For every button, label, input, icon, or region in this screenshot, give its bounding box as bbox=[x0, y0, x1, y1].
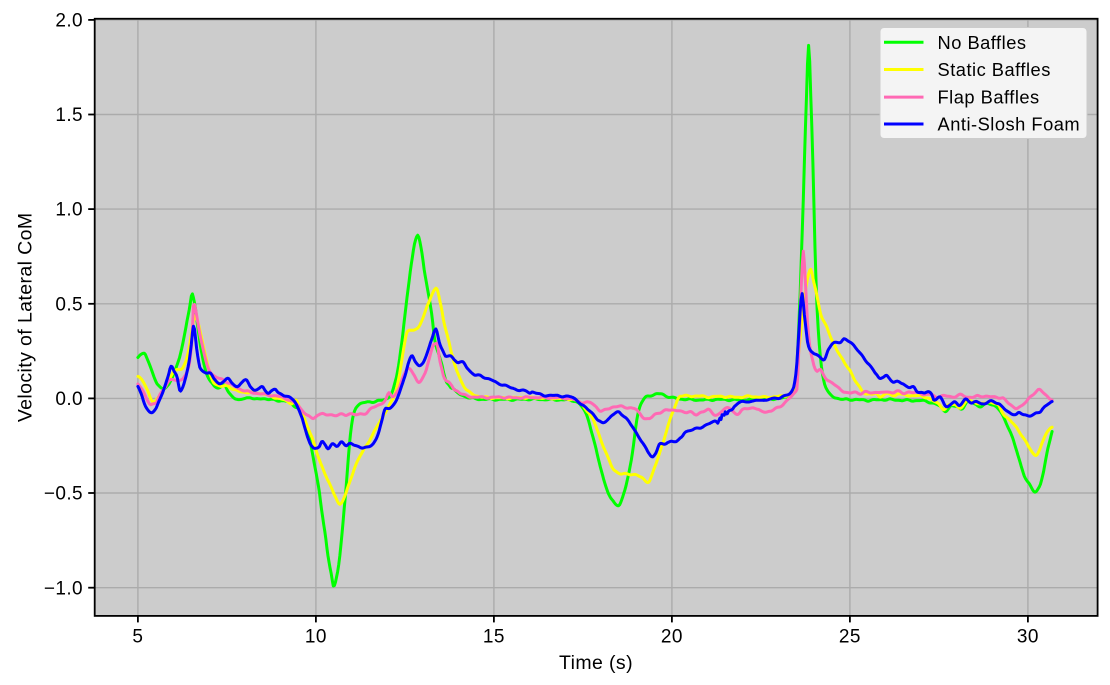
svg-text:25: 25 bbox=[839, 627, 861, 648]
svg-text:−1.0: −1.0 bbox=[44, 578, 83, 599]
svg-text:−0.5: −0.5 bbox=[44, 484, 83, 505]
svg-text:1.5: 1.5 bbox=[55, 105, 83, 126]
svg-text:10: 10 bbox=[305, 627, 327, 648]
svg-text:Velocity of Lateral CoM: Velocity of Lateral CoM bbox=[15, 212, 37, 422]
svg-text:15: 15 bbox=[483, 627, 505, 648]
svg-text:Static Baffles: Static Baffles bbox=[938, 59, 1051, 80]
svg-text:0.0: 0.0 bbox=[55, 389, 83, 410]
svg-text:5: 5 bbox=[132, 627, 143, 648]
svg-text:20: 20 bbox=[661, 627, 683, 648]
svg-text:Time (s): Time (s) bbox=[559, 652, 633, 674]
svg-text:0.5: 0.5 bbox=[55, 294, 83, 315]
svg-text:1.0: 1.0 bbox=[55, 200, 83, 221]
svg-text:No Baffles: No Baffles bbox=[938, 32, 1027, 53]
svg-text:Flap Baffles: Flap Baffles bbox=[938, 87, 1040, 108]
svg-text:30: 30 bbox=[1017, 627, 1039, 648]
svg-text:2.0: 2.0 bbox=[55, 11, 83, 32]
svg-text:Anti-Slosh Foam: Anti-Slosh Foam bbox=[938, 114, 1081, 135]
